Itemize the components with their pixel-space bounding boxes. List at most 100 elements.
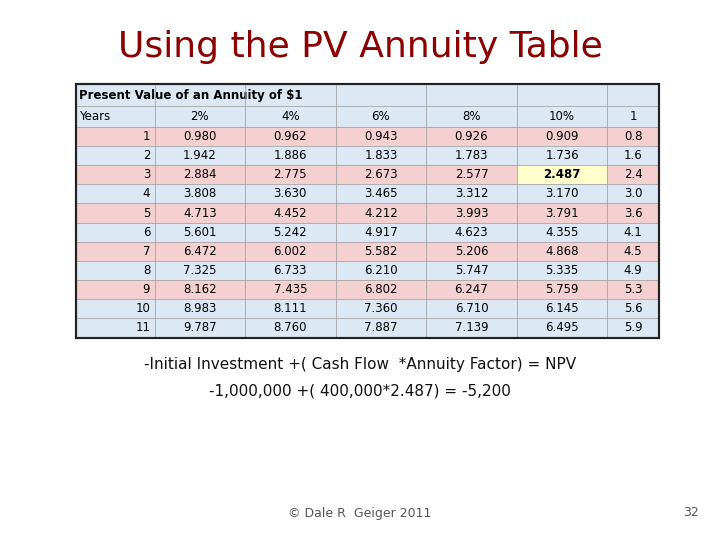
Text: 4.212: 4.212 <box>364 207 397 220</box>
Text: 9: 9 <box>143 283 150 296</box>
Bar <box>76 165 659 184</box>
Text: 6.002: 6.002 <box>274 245 307 258</box>
Text: 0.943: 0.943 <box>364 130 397 143</box>
Text: Present Value of an Annuity of $1: Present Value of an Annuity of $1 <box>79 89 302 102</box>
Text: 2: 2 <box>143 149 150 162</box>
Text: 6.733: 6.733 <box>274 264 307 277</box>
Text: 3.791: 3.791 <box>545 207 579 220</box>
Text: 6%: 6% <box>372 110 390 123</box>
Text: 3.465: 3.465 <box>364 187 397 200</box>
Text: 4.9: 4.9 <box>624 264 642 277</box>
Bar <box>76 319 659 338</box>
Text: 8: 8 <box>143 264 150 277</box>
Text: 4.355: 4.355 <box>545 226 579 239</box>
Text: 5.3: 5.3 <box>624 283 642 296</box>
Bar <box>76 280 659 299</box>
Text: 11: 11 <box>135 321 150 334</box>
Text: 2.577: 2.577 <box>454 168 488 181</box>
Text: 6.210: 6.210 <box>364 264 397 277</box>
Text: 0.962: 0.962 <box>274 130 307 143</box>
Text: 8.111: 8.111 <box>274 302 307 315</box>
Text: 3.6: 3.6 <box>624 207 642 220</box>
Text: 4.713: 4.713 <box>183 207 217 220</box>
Text: 0.980: 0.980 <box>183 130 217 143</box>
Text: 1.886: 1.886 <box>274 149 307 162</box>
Text: © Dale R  Geiger 2011: © Dale R Geiger 2011 <box>288 507 432 519</box>
Text: 6.472: 6.472 <box>183 245 217 258</box>
Text: 5.6: 5.6 <box>624 302 642 315</box>
Text: 2.487: 2.487 <box>544 168 581 181</box>
Bar <box>76 106 659 127</box>
Text: Using the PV Annuity Table: Using the PV Annuity Table <box>117 30 603 64</box>
Text: 8%: 8% <box>462 110 481 123</box>
Text: 5.9: 5.9 <box>624 321 642 334</box>
Bar <box>76 84 659 338</box>
Text: 1.833: 1.833 <box>364 149 397 162</box>
Text: 8.983: 8.983 <box>183 302 217 315</box>
Bar <box>76 222 659 242</box>
Text: 7: 7 <box>143 245 150 258</box>
Text: 7.139: 7.139 <box>454 321 488 334</box>
Text: 4.452: 4.452 <box>274 207 307 220</box>
Text: 10%: 10% <box>549 110 575 123</box>
Text: 7.325: 7.325 <box>183 264 217 277</box>
Text: 4.5: 4.5 <box>624 245 642 258</box>
Text: 5.601: 5.601 <box>183 226 217 239</box>
Text: 4.623: 4.623 <box>454 226 488 239</box>
Text: 6.145: 6.145 <box>545 302 579 315</box>
Text: 4.1: 4.1 <box>624 226 642 239</box>
Bar <box>76 184 659 204</box>
Text: 3.630: 3.630 <box>274 187 307 200</box>
Text: 5.759: 5.759 <box>545 283 579 296</box>
Text: 1.6: 1.6 <box>624 149 642 162</box>
Text: 5: 5 <box>143 207 150 220</box>
Text: 0.8: 0.8 <box>624 130 642 143</box>
Text: 2.673: 2.673 <box>364 168 397 181</box>
Text: Years: Years <box>79 110 110 123</box>
Text: 8.760: 8.760 <box>274 321 307 334</box>
Text: 1.736: 1.736 <box>545 149 579 162</box>
Text: 2.775: 2.775 <box>274 168 307 181</box>
Text: 1: 1 <box>629 110 636 123</box>
Text: 7.360: 7.360 <box>364 302 397 315</box>
Bar <box>517 165 608 184</box>
Text: -Initial Investment +( Cash Flow  *Annuity Factor) = NPV: -Initial Investment +( Cash Flow *Annuit… <box>144 357 576 372</box>
Text: 7.435: 7.435 <box>274 283 307 296</box>
Text: 3.808: 3.808 <box>183 187 217 200</box>
Bar <box>76 299 659 319</box>
Text: 6.710: 6.710 <box>454 302 488 315</box>
Text: 2.884: 2.884 <box>183 168 217 181</box>
Bar <box>76 146 659 165</box>
Bar <box>76 261 659 280</box>
Text: 7.887: 7.887 <box>364 321 397 334</box>
Bar <box>76 84 659 106</box>
Text: 3.0: 3.0 <box>624 187 642 200</box>
Text: 6.495: 6.495 <box>545 321 579 334</box>
Bar <box>76 127 659 146</box>
Text: -1,000,000 +( 400,000*2.487) = -5,200: -1,000,000 +( 400,000*2.487) = -5,200 <box>209 384 511 399</box>
Text: 5.582: 5.582 <box>364 245 397 258</box>
Text: 3.170: 3.170 <box>545 187 579 200</box>
Text: 0.926: 0.926 <box>454 130 488 143</box>
Text: 3.993: 3.993 <box>455 207 488 220</box>
Text: 6.802: 6.802 <box>364 283 397 296</box>
Bar <box>76 242 659 261</box>
Text: 4.917: 4.917 <box>364 226 397 239</box>
Text: 10: 10 <box>135 302 150 315</box>
Text: 0.909: 0.909 <box>545 130 579 143</box>
Text: 3.312: 3.312 <box>455 187 488 200</box>
Text: 5.747: 5.747 <box>454 264 488 277</box>
Text: 3: 3 <box>143 168 150 181</box>
Text: 6: 6 <box>143 226 150 239</box>
Text: 8.162: 8.162 <box>183 283 217 296</box>
Text: 4%: 4% <box>281 110 300 123</box>
Bar <box>76 204 659 222</box>
Text: 1.942: 1.942 <box>183 149 217 162</box>
Text: 32: 32 <box>683 507 698 519</box>
Text: 9.787: 9.787 <box>183 321 217 334</box>
Text: 6.247: 6.247 <box>454 283 488 296</box>
Text: 5.242: 5.242 <box>274 226 307 239</box>
Text: 5.206: 5.206 <box>455 245 488 258</box>
Text: 2%: 2% <box>191 110 209 123</box>
Text: 2.4: 2.4 <box>624 168 642 181</box>
